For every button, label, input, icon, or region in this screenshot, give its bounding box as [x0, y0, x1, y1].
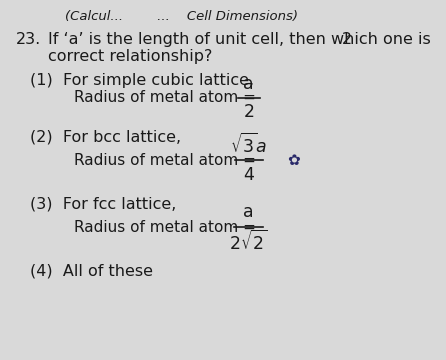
Text: (4)  All of these: (4) All of these [30, 264, 153, 279]
Text: a: a [244, 203, 254, 221]
Text: Radius of metal atom =: Radius of metal atom = [74, 90, 260, 105]
Text: 23.: 23. [16, 32, 41, 47]
Text: (3)  For fcc lattice,: (3) For fcc lattice, [30, 196, 177, 211]
Text: (1)  For simple cubic lattice,: (1) For simple cubic lattice, [30, 73, 254, 88]
Text: ✿: ✿ [287, 153, 299, 168]
Text: a: a [244, 75, 254, 93]
Text: 2: 2 [244, 103, 254, 121]
Text: (Calcul...        ...    Cell Dimensions): (Calcul... ... Cell Dimensions) [66, 10, 298, 23]
Text: $2\sqrt{2}$: $2\sqrt{2}$ [230, 230, 268, 254]
Text: $\sqrt{3}a$: $\sqrt{3}a$ [230, 133, 267, 157]
Text: Radius of metal atom =: Radius of metal atom = [74, 153, 260, 168]
Text: correct relationship?: correct relationship? [48, 49, 213, 64]
Text: 2: 2 [342, 32, 352, 47]
Text: Radius of metal atom =: Radius of metal atom = [74, 220, 260, 235]
Text: 4: 4 [244, 166, 254, 184]
Text: (2)  For bcc lattice,: (2) For bcc lattice, [30, 130, 182, 145]
Text: If ‘a’ is the length of unit cell, then which one is: If ‘a’ is the length of unit cell, then … [48, 32, 431, 47]
